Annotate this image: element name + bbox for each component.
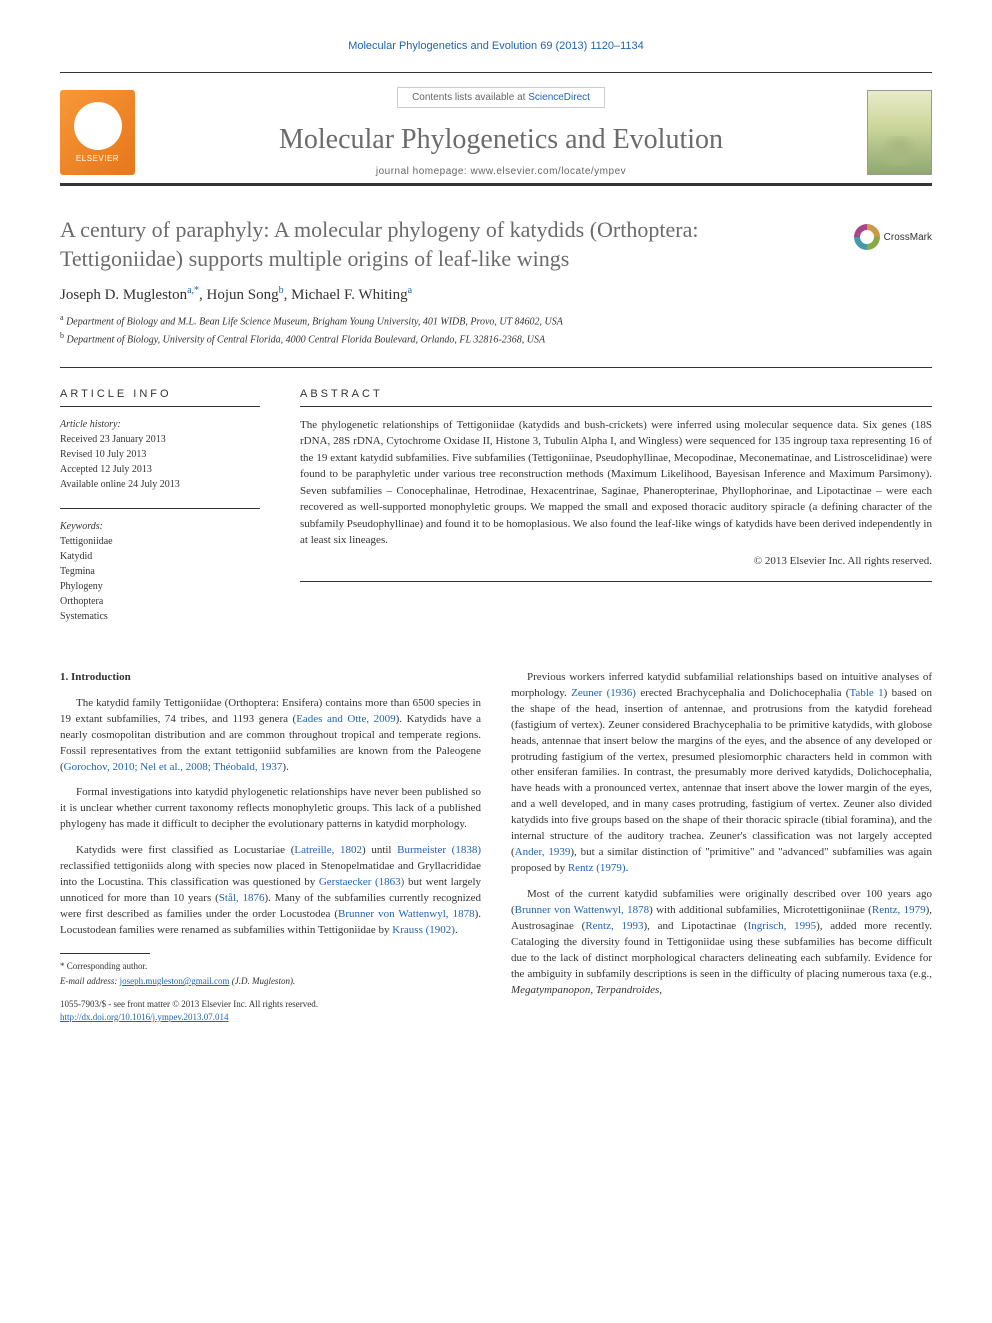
intro-paragraph-2: Formal investigations into katydid phylo… [60, 785, 481, 833]
citation-eades[interactable]: Eades and Otte, 2009 [296, 713, 395, 725]
citation-rentz-1993[interactable]: Rentz, 1993 [585, 920, 643, 932]
abstract-column: ABSTRACT The phylogenetic relationships … [300, 388, 932, 640]
affiliations: a Department of Biology and M.L. Bean Li… [60, 312, 932, 347]
keywords-block: Keywords: Tettigoniidae Katydid Tegmina … [60, 519, 260, 624]
article-history-block: Article history: Received 23 January 201… [60, 417, 260, 492]
contents-prefix: Contents lists available at [412, 92, 528, 103]
citation-burmeister[interactable]: Burmeister (1838) [397, 844, 481, 856]
abstract-text: The phylogenetic relationships of Tettig… [300, 417, 932, 549]
citation-ander[interactable]: Ander, 1939 [515, 846, 571, 858]
doi-link[interactable]: http://dx.doi.org/10.1016/j.ympev.2013.0… [60, 1012, 229, 1022]
info-abstract-row: ARTICLE INFO Article history: Received 2… [60, 367, 932, 640]
elsevier-label: ELSEVIER [76, 154, 119, 163]
affiliation-a: Department of Biology and M.L. Bean Life… [66, 317, 563, 328]
abstract-bottom-rule [300, 581, 932, 582]
keywords-label: Keywords: [60, 521, 103, 532]
citation-ingrisch[interactable]: Ingrisch, 1995 [748, 920, 817, 932]
keyword-5: Orthoptera [60, 594, 260, 609]
author-2: Hojun Song [207, 287, 279, 303]
citation-gorochov[interactable]: Gorochov, 2010; Nel et al., 2008; Théoba… [64, 761, 283, 773]
affiliation-b: Department of Biology, University of Cen… [67, 334, 546, 345]
sciencedirect-link[interactable]: ScienceDirect [528, 92, 590, 103]
history-label: Article history: [60, 419, 121, 430]
elsevier-logo[interactable]: ELSEVIER [60, 90, 135, 175]
crossmark-label: CrossMark [884, 232, 932, 243]
journal-title: Molecular Phylogenetics and Evolution [135, 124, 867, 156]
citation-zeuner[interactable]: Zeuner (1936) [571, 687, 636, 699]
keyword-6: Systematics [60, 609, 260, 624]
citation-rentz-1979-2[interactable]: Rentz, 1979 [872, 904, 926, 916]
crossmark-badge[interactable]: CrossMark [854, 224, 932, 250]
info-divider [60, 508, 260, 509]
homepage-prefix: journal homepage: [376, 166, 471, 177]
author-2-sup: b [279, 285, 284, 296]
contents-available: Contents lists available at ScienceDirec… [397, 87, 605, 108]
article-info-heading: ARTICLE INFO [60, 388, 260, 407]
citation-rentz-1979[interactable]: Rentz (1979) [568, 862, 626, 874]
issn-line: 1055-7903/$ - see front matter © 2013 El… [60, 998, 481, 1011]
author-3: Michael F. Whiting [291, 287, 407, 303]
received-date: Received 23 January 2013 [60, 432, 260, 447]
journal-cover-thumbnail [867, 90, 932, 175]
body-column-right: Previous workers inferred katydid subfam… [511, 670, 932, 1023]
author-3-sup: a [408, 285, 412, 296]
citation-stal[interactable]: Stål, 1876 [219, 892, 265, 904]
email-link[interactable]: joseph.mugleston@gmail.com [120, 976, 230, 986]
crossmark-icon [854, 224, 880, 250]
body-column-left: 1. Introduction The katydid family Tetti… [60, 670, 481, 1023]
citation-latreille[interactable]: Latreille, 1802 [294, 844, 362, 856]
online-date: Available online 24 July 2013 [60, 477, 260, 492]
taxa-italic: Megatympanopon, Terpandroides, [511, 984, 662, 996]
intro-paragraph-5: Most of the current katydid subfamilies … [511, 887, 932, 999]
citation-brunner[interactable]: Brunner von Wattenwyl, 1878 [338, 908, 475, 920]
intro-paragraph-3: Katydids were first classified as Locust… [60, 843, 481, 939]
email-label: E-mail address: [60, 976, 120, 986]
intro-paragraph-4: Previous workers inferred katydid subfam… [511, 670, 932, 877]
homepage-url[interactable]: www.elsevier.com/locate/ympev [470, 166, 626, 177]
journal-header: ELSEVIER Contents lists available at Sci… [60, 72, 932, 186]
citation-gerstaecker[interactable]: Gerstaecker (1863) [319, 876, 404, 888]
authors-line: Joseph D. Muglestona,*, Hojun Songb, Mic… [60, 285, 932, 304]
journal-reference: Molecular Phylogenetics and Evolution 69… [60, 40, 932, 52]
citation-brunner-2[interactable]: Brunner von Wattenwyl, 1878 [515, 904, 649, 916]
author-1: Joseph D. Mugleston [60, 287, 187, 303]
doi-block: 1055-7903/$ - see front matter © 2013 El… [60, 998, 481, 1023]
revised-date: Revised 10 July 2013 [60, 447, 260, 462]
article-info-column: ARTICLE INFO Article history: Received 2… [60, 388, 260, 640]
email-line: E-mail address: joseph.mugleston@gmail.c… [60, 975, 481, 988]
keyword-2: Katydid [60, 549, 260, 564]
homepage-line: journal homepage: www.elsevier.com/locat… [135, 166, 867, 177]
corresponding-author: * Corresponding author. [60, 960, 481, 973]
elsevier-tree-icon [74, 102, 122, 150]
body-text-columns: 1. Introduction The katydid family Tetti… [60, 670, 932, 1023]
header-center: Contents lists available at ScienceDirec… [135, 87, 867, 177]
keyword-3: Tegmina [60, 564, 260, 579]
accepted-date: Accepted 12 July 2013 [60, 462, 260, 477]
article-title: A century of paraphyly: A molecular phyl… [60, 216, 820, 273]
abstract-copyright: © 2013 Elsevier Inc. All rights reserved… [300, 555, 932, 567]
citation-krauss[interactable]: Krauss (1902) [392, 924, 455, 936]
email-suffix: (J.D. Mugleston). [229, 976, 295, 986]
abstract-heading: ABSTRACT [300, 388, 932, 407]
keyword-4: Phylogeny [60, 579, 260, 594]
footnote-rule [60, 953, 150, 954]
section-1-heading: 1. Introduction [60, 670, 481, 686]
table-1-ref[interactable]: Table 1 [849, 687, 883, 699]
keyword-1: Tettigoniidae [60, 534, 260, 549]
author-1-sup: a,* [187, 285, 199, 296]
intro-paragraph-1: The katydid family Tettigoniidae (Orthop… [60, 696, 481, 776]
